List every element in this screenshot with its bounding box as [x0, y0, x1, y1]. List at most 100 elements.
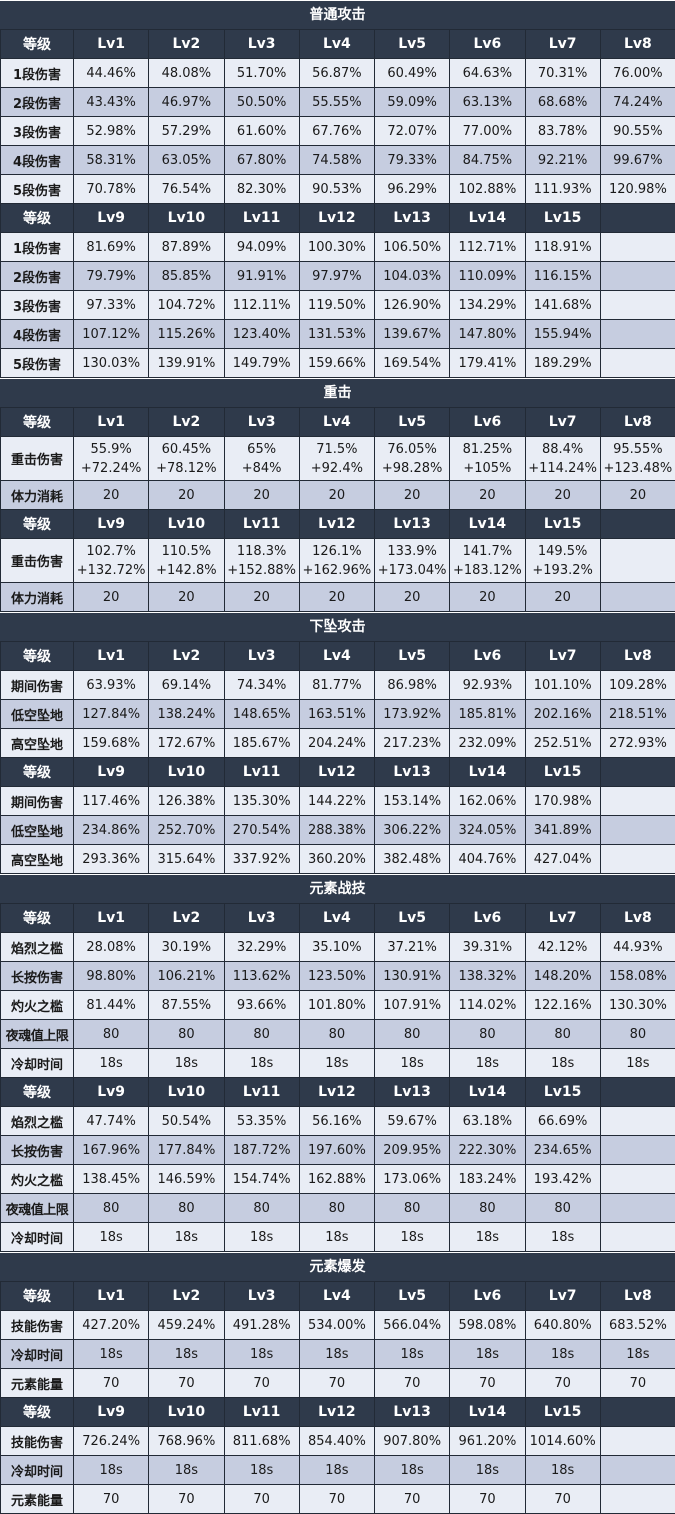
value-cell [600, 1223, 675, 1252]
value-cell: 116.15% [525, 262, 600, 291]
level-header-cell: Lv15 [525, 510, 600, 539]
level-header-cell: Lv7 [525, 30, 600, 59]
value-cell: 147.80% [450, 320, 525, 349]
header-label: 等级 [1, 1282, 74, 1311]
row-label: 3段伤害 [1, 117, 74, 146]
level-header-cell: Lv9 [74, 510, 149, 539]
value-cell: 106.21% [149, 962, 224, 991]
value-cell: 20 [375, 481, 450, 510]
value-cell: 84.75% [450, 146, 525, 175]
value-cell: 69.14% [149, 671, 224, 700]
row-label: 技能伤害 [1, 1311, 74, 1340]
value-cell: 341.89% [525, 816, 600, 845]
value-cell: 18s [375, 1049, 450, 1078]
value-cell: 114.02% [450, 991, 525, 1020]
row-label: 体力消耗 [1, 583, 74, 612]
row-label: 长按伤害 [1, 1136, 74, 1165]
level-header-cell: Lv4 [299, 408, 374, 437]
value-cell: 80 [450, 1194, 525, 1223]
level-header-cell: Lv8 [600, 642, 675, 671]
value-cell: 126.90% [375, 291, 450, 320]
value-cell: 72.07% [375, 117, 450, 146]
value-line-2: +114.24% [526, 459, 600, 478]
value-cell: 252.51% [525, 729, 600, 758]
value-cell: 141.68% [525, 291, 600, 320]
level-header-cell [600, 204, 675, 233]
row-label: 2段伤害 [1, 262, 74, 291]
value-cell: 126.1%+162.96% [299, 539, 374, 583]
value-cell: 39.31% [450, 933, 525, 962]
value-cell: 138.24% [149, 700, 224, 729]
value-cell: 80 [149, 1020, 224, 1049]
value-line-1: 149.5% [526, 542, 600, 561]
value-line-2: +173.04% [375, 561, 449, 580]
value-cell: 148.20% [525, 962, 600, 991]
level-header-cell: Lv12 [299, 510, 374, 539]
value-cell: 47.74% [74, 1107, 149, 1136]
value-line-2: +105% [450, 459, 524, 478]
value-cell: 56.16% [299, 1107, 374, 1136]
value-cell: 566.04% [375, 1311, 450, 1340]
value-cell: 97.97% [299, 262, 374, 291]
level-header-cell: Lv5 [375, 1282, 450, 1311]
value-cell: 130.30% [600, 991, 675, 1020]
value-cell: 74.34% [224, 671, 299, 700]
value-cell: 135.30% [224, 787, 299, 816]
value-line-2: +142.8% [149, 561, 223, 580]
header-label: 等级 [1, 1078, 74, 1107]
value-line-2: +132.72% [74, 561, 148, 580]
value-cell: 139.91% [149, 349, 224, 378]
value-line-2: +123.48% [601, 459, 675, 478]
header-label: 等级 [1, 408, 74, 437]
row-label: 灼火之槛 [1, 991, 74, 1020]
value-cell [600, 1194, 675, 1223]
value-line-1: 141.7% [450, 542, 524, 561]
section-title: 重击 [0, 378, 675, 407]
value-cell: 18s [525, 1049, 600, 1078]
value-cell: 50.50% [224, 88, 299, 117]
value-cell: 61.60% [224, 117, 299, 146]
header-label: 等级 [1, 204, 74, 233]
value-cell: 158.08% [600, 962, 675, 991]
value-cell: 133.9%+173.04% [375, 539, 450, 583]
value-cell: 70 [450, 1485, 525, 1514]
value-cell: 187.72% [224, 1136, 299, 1165]
value-cell: 18s [224, 1340, 299, 1369]
value-cell: 293.36% [74, 845, 149, 874]
value-line-2: +162.96% [300, 561, 374, 580]
value-line-1: 126.1% [300, 542, 374, 561]
value-cell: 59.09% [375, 88, 450, 117]
value-cell: 20 [149, 481, 224, 510]
value-cell: 80 [299, 1194, 374, 1223]
value-cell: 67.80% [224, 146, 299, 175]
header-label: 等级 [1, 758, 74, 787]
value-cell: 252.70% [149, 816, 224, 845]
value-cell: 491.28% [224, 1311, 299, 1340]
level-header-cell: Lv10 [149, 1398, 224, 1427]
value-cell [600, 1485, 675, 1514]
level-header-cell: Lv15 [525, 1078, 600, 1107]
value-cell: 53.35% [224, 1107, 299, 1136]
row-label: 夜魂值上限 [1, 1194, 74, 1223]
value-cell [600, 320, 675, 349]
value-line-1: 118.3% [225, 542, 299, 561]
value-cell: 28.08% [74, 933, 149, 962]
value-cell: 18s [224, 1049, 299, 1078]
value-line-1: 95.55% [601, 440, 675, 459]
value-cell: 155.94% [525, 320, 600, 349]
value-cell: 18s [299, 1049, 374, 1078]
value-cell: 70 [600, 1369, 675, 1398]
value-cell: 60.45%+78.12% [149, 437, 224, 481]
value-cell: 87.89% [149, 233, 224, 262]
row-label: 高空坠地 [1, 729, 74, 758]
